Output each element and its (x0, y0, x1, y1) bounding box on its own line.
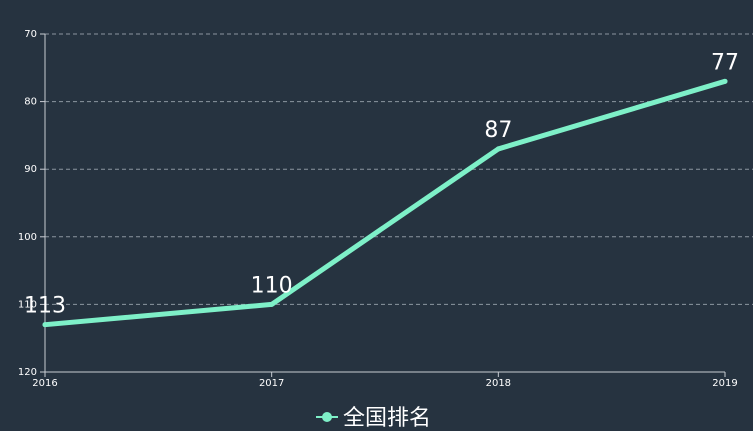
data-labels: 113 110 87 77 (24, 50, 739, 318)
data-label: 77 (711, 50, 739, 75)
data-label: 87 (484, 118, 512, 143)
y-tick-label: 100 (18, 232, 37, 243)
grid-lines (45, 33, 753, 305)
data-point[interactable] (722, 78, 728, 84)
x-tick-label: 2018 (486, 378, 511, 389)
y-tick-label: 110 (18, 299, 37, 310)
y-tick-label: 90 (24, 164, 37, 175)
data-point[interactable] (42, 322, 48, 328)
legend-label: 全国排名 (343, 406, 431, 431)
y-tick-label: 120 (18, 367, 37, 378)
data-point[interactable] (269, 301, 275, 307)
x-tick-label: 2016 (32, 378, 57, 389)
y-axis: 70 80 90 100 110 120 (18, 29, 46, 378)
legend-marker-dot (322, 412, 332, 422)
data-label: 110 (251, 273, 293, 298)
series-line (42, 78, 728, 328)
data-label: 113 (24, 294, 66, 319)
legend[interactable]: 全国排名 (316, 406, 431, 431)
y-tick-label: 80 (24, 97, 37, 108)
y-tick-label: 70 (24, 29, 37, 40)
x-tick-label: 2019 (712, 378, 737, 389)
x-axis: 2016 2017 2018 2019 (32, 371, 738, 389)
data-point[interactable] (495, 146, 501, 152)
x-tick-label: 2017 (259, 378, 284, 389)
series-layer (42, 78, 728, 328)
